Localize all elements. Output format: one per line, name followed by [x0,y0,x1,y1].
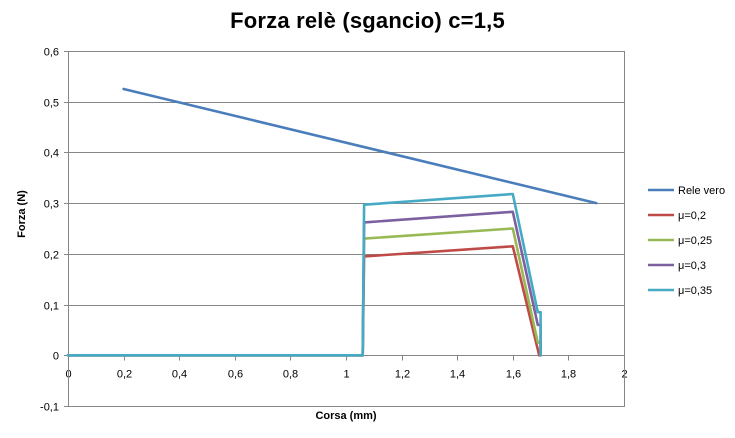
legend-label: μ=0,3 [678,260,706,272]
y-tick-label: 0,2 [44,250,59,262]
y-tick-label: -0,1 [40,402,59,414]
plot-border [68,51,625,407]
y-tick-label: 0,3 [44,199,59,211]
legend-label: Rele vero [678,185,725,197]
y-tick-label: 0,4 [44,148,59,160]
x-tick-label: 0,8 [283,369,298,381]
x-tick-label: 0,4 [172,369,187,381]
x-tick-label: 1 [343,369,349,381]
legend-label: μ=0,2 [678,210,706,222]
y-tick-label: 0 [53,351,59,363]
y-tick-label: 0,6 [44,47,59,59]
x-tick-label: 0,2 [117,369,132,381]
x-tick-label: 0,6 [228,369,243,381]
series-line-3 [66,210,542,357]
x-tick-label: 1,6 [506,369,521,381]
legend-label: μ=0,25 [678,235,712,247]
x-tick-label: 1,4 [450,369,465,381]
legend-label: μ=0,35 [678,285,712,297]
series-line-0 [122,87,598,205]
chart-title: Forza relè (sgancio) c=1,5 [230,8,505,33]
y-tick-label: 0,5 [44,98,59,110]
y-tick-label: 0,1 [44,301,59,313]
series-line-1 [66,245,542,357]
x-tick-label: 1,8 [561,369,576,381]
series-line-4 [66,192,542,357]
x-axis-title: Corsa (mm) [315,410,377,422]
x-tick-label: 1,2 [395,369,410,381]
series-line-2 [66,227,542,357]
